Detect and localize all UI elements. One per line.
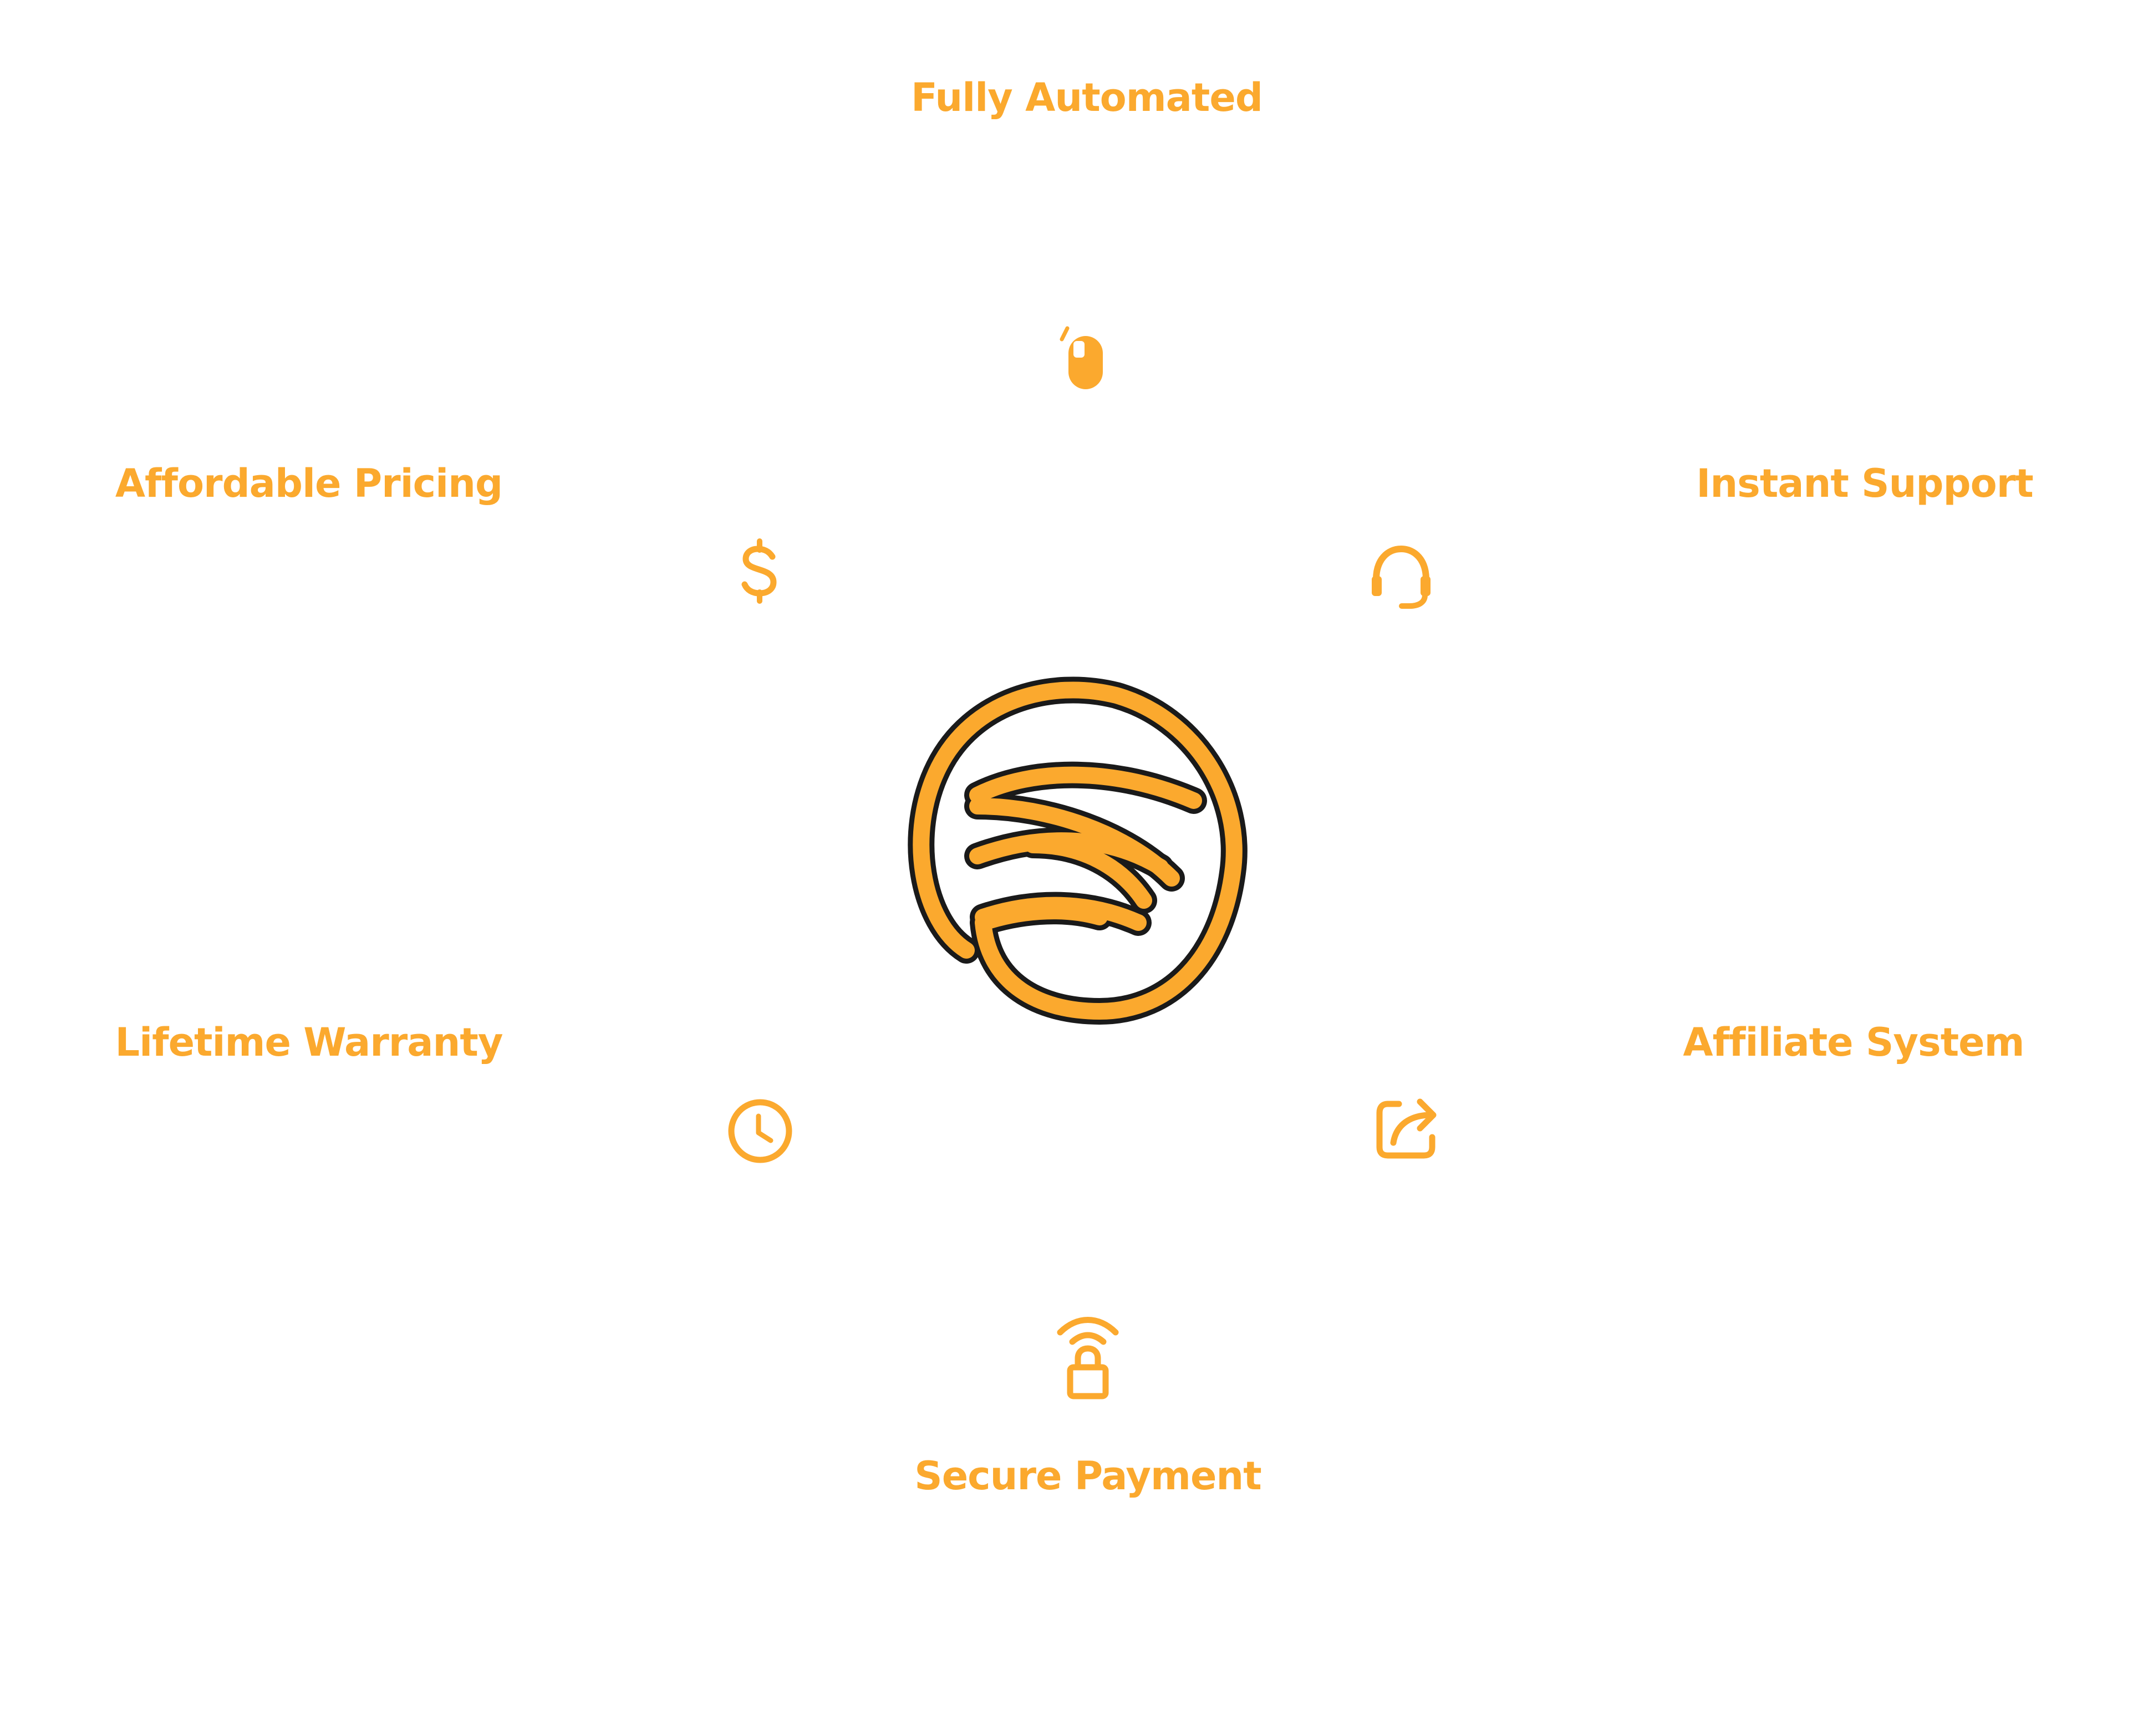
feature-label-secure-payment: Secure Payment bbox=[914, 1453, 1261, 1499]
clock-icon bbox=[724, 1095, 796, 1167]
wireless-lock-icon bbox=[1052, 1313, 1124, 1402]
feature-label-fully-automated: Fully Automated bbox=[911, 75, 1263, 120]
mouse-icon bbox=[1055, 326, 1116, 393]
dollar-icon bbox=[735, 538, 785, 604]
feature-label-affordable-pricing: Affordable Pricing bbox=[115, 461, 503, 506]
headset-icon bbox=[1365, 541, 1437, 613]
swirl-logo-icon bbox=[905, 668, 1271, 1034]
feature-label-affiliate-system: Affiliate System bbox=[1683, 1020, 2024, 1065]
share-icon bbox=[1371, 1092, 1443, 1164]
feature-label-instant-support: Instant Support bbox=[1696, 461, 2033, 506]
feature-label-lifetime-warranty: Lifetime Warranty bbox=[115, 1020, 503, 1065]
